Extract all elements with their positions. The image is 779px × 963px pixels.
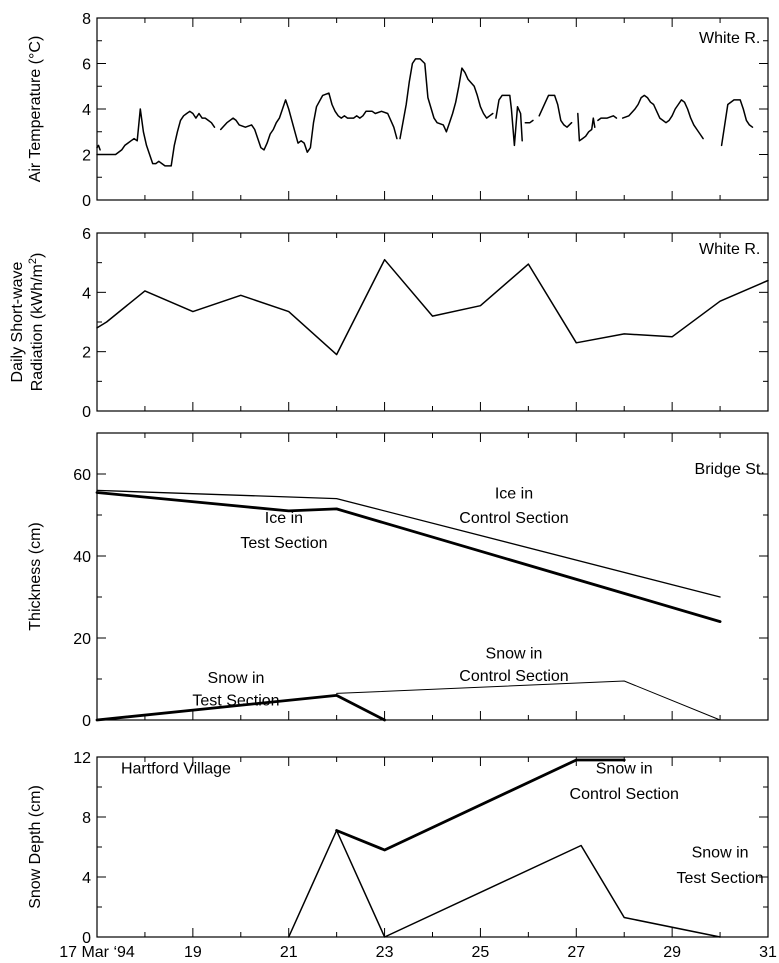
y-tick-label: 0 xyxy=(82,404,91,421)
y-tick-label: 4 xyxy=(82,285,91,302)
chart-annotation: Test Section xyxy=(676,870,763,887)
series-line-1 xyxy=(399,58,494,140)
plot-frame xyxy=(96,756,769,938)
chart-annotation: White R. xyxy=(699,241,760,258)
chart-annotation: Snow in xyxy=(486,646,543,663)
series-line-1 xyxy=(96,144,101,151)
chart-annotation: Ice in xyxy=(265,510,303,527)
chart-annotation: Control Section xyxy=(459,668,568,685)
series-line-1 xyxy=(96,489,721,598)
y-tick-label: 40 xyxy=(73,549,91,566)
y-axis-label-sup: 2 xyxy=(27,258,39,264)
y-tick-label: 6 xyxy=(82,57,91,74)
series-line-2 xyxy=(95,491,722,623)
y-axis-label: Snow Depth (cm) xyxy=(27,785,44,909)
chart-annotation: Control Section xyxy=(570,786,679,803)
series-line-2 xyxy=(287,829,721,938)
chart-panel-3: 0 20 40 60 Thickness (cm) Bridge St. Ice in Con… xyxy=(27,432,769,730)
series-line-1 xyxy=(621,94,704,140)
y-tick-label: 12 xyxy=(73,750,91,767)
series-line-1 xyxy=(524,119,534,124)
series-line-1 xyxy=(538,94,573,128)
x-tick-label: 25 xyxy=(472,944,490,961)
chart-annotation: Control Section xyxy=(459,510,568,527)
y-tick-label: 6 xyxy=(82,226,91,243)
series-line-1 xyxy=(495,94,523,147)
x-tick-label: 27 xyxy=(567,944,585,961)
chart-annotation: Test Section xyxy=(240,535,327,552)
series-line-1 xyxy=(335,758,626,852)
y-tick-label: 20 xyxy=(73,631,91,648)
y-axis-label-part: Radiation (kWh/m xyxy=(29,264,46,391)
chart-annotation: Bridge St. xyxy=(695,461,765,478)
chart-annotation: White R. xyxy=(699,30,760,47)
series-line-1 xyxy=(720,99,754,147)
y-tick-label: 60 xyxy=(73,467,91,484)
series-line-1 xyxy=(96,108,216,167)
y-tick-label: 4 xyxy=(82,870,91,887)
plot-frame xyxy=(96,432,769,721)
x-tick-label: 17 Mar ‘94 xyxy=(59,944,135,961)
y-axis-label: Radiation (kWh/m2) xyxy=(27,253,46,392)
y-axis-label: Daily Short-wave xyxy=(9,261,26,382)
plot-frame xyxy=(96,232,769,412)
chart-annotation: Test Section xyxy=(192,693,279,710)
y-tick-label: 0 xyxy=(82,930,91,947)
y-tick-label: 8 xyxy=(82,810,91,827)
x-tick-label: 29 xyxy=(663,944,681,961)
chart-annotation: Snow in xyxy=(596,761,653,778)
chart-panel-4: 0 4 8 12 Snow Depth (cm) Hartford Village Snow… xyxy=(27,750,777,961)
y-tick-label: 2 xyxy=(82,345,91,362)
plot-frame xyxy=(96,17,769,201)
chart-annotation: Ice in xyxy=(495,486,533,503)
series-line-4 xyxy=(95,694,386,722)
chart-annotation: Snow in xyxy=(208,670,265,687)
y-tick-label: 8 xyxy=(82,11,91,28)
y-axis-label: Thickness (cm) xyxy=(27,522,44,630)
y-axis-label: Air Temperature (°C) xyxy=(27,36,44,183)
y-tick-label: 2 xyxy=(82,148,91,165)
series-line-1 xyxy=(219,92,398,153)
series-line-1 xyxy=(597,115,618,122)
x-tick-label: 21 xyxy=(280,944,298,961)
series-line-1 xyxy=(96,258,769,356)
chart-annotation: Snow in xyxy=(692,845,749,862)
series-line-3 xyxy=(336,680,721,721)
chart-panel-1: 0 2 4 6 8 Air Temperature (°C) White R. xyxy=(27,11,769,210)
y-tick-label: 4 xyxy=(82,102,91,119)
y-tick-label: 0 xyxy=(82,713,91,730)
y-tick-label: 0 xyxy=(82,193,91,210)
y-axis-label-part: ) xyxy=(29,253,46,258)
chart-annotation: Hartford Village xyxy=(121,761,231,778)
x-tick-label: 23 xyxy=(376,944,394,961)
x-tick-label: 19 xyxy=(184,944,202,961)
series-line-1 xyxy=(577,112,596,142)
x-tick-label: 31 xyxy=(759,944,777,961)
